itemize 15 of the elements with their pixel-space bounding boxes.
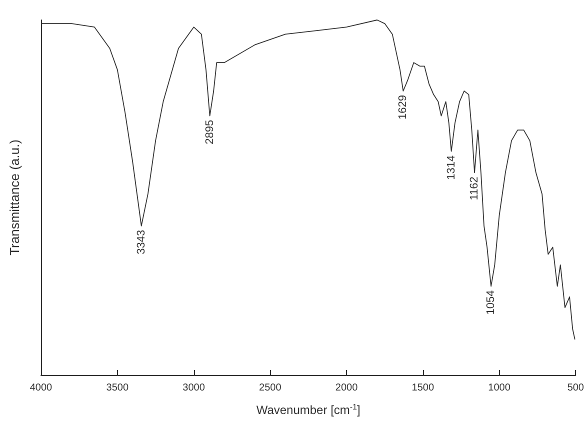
annotation: 1054: [485, 290, 498, 315]
y-axis-title: Transmittance (a.u.): [7, 140, 22, 256]
x-tick-label: 500: [567, 382, 584, 394]
x-tick-label: 3500: [106, 382, 129, 394]
annotation: 1162: [468, 176, 481, 200]
annotation: 1629: [397, 95, 410, 120]
annotation: 1314: [445, 155, 458, 180]
x-tick-label: 1500: [412, 382, 434, 394]
annotation: 2895: [204, 120, 216, 144]
x-tick-label: 4000: [30, 382, 53, 394]
annotation: 3343: [135, 230, 148, 254]
x-tick-label: 2500: [259, 382, 282, 394]
x-tick-label: 3000: [182, 382, 206, 394]
x-tick-label: 2000: [335, 382, 358, 394]
x-tick-label: 1000: [488, 382, 511, 394]
